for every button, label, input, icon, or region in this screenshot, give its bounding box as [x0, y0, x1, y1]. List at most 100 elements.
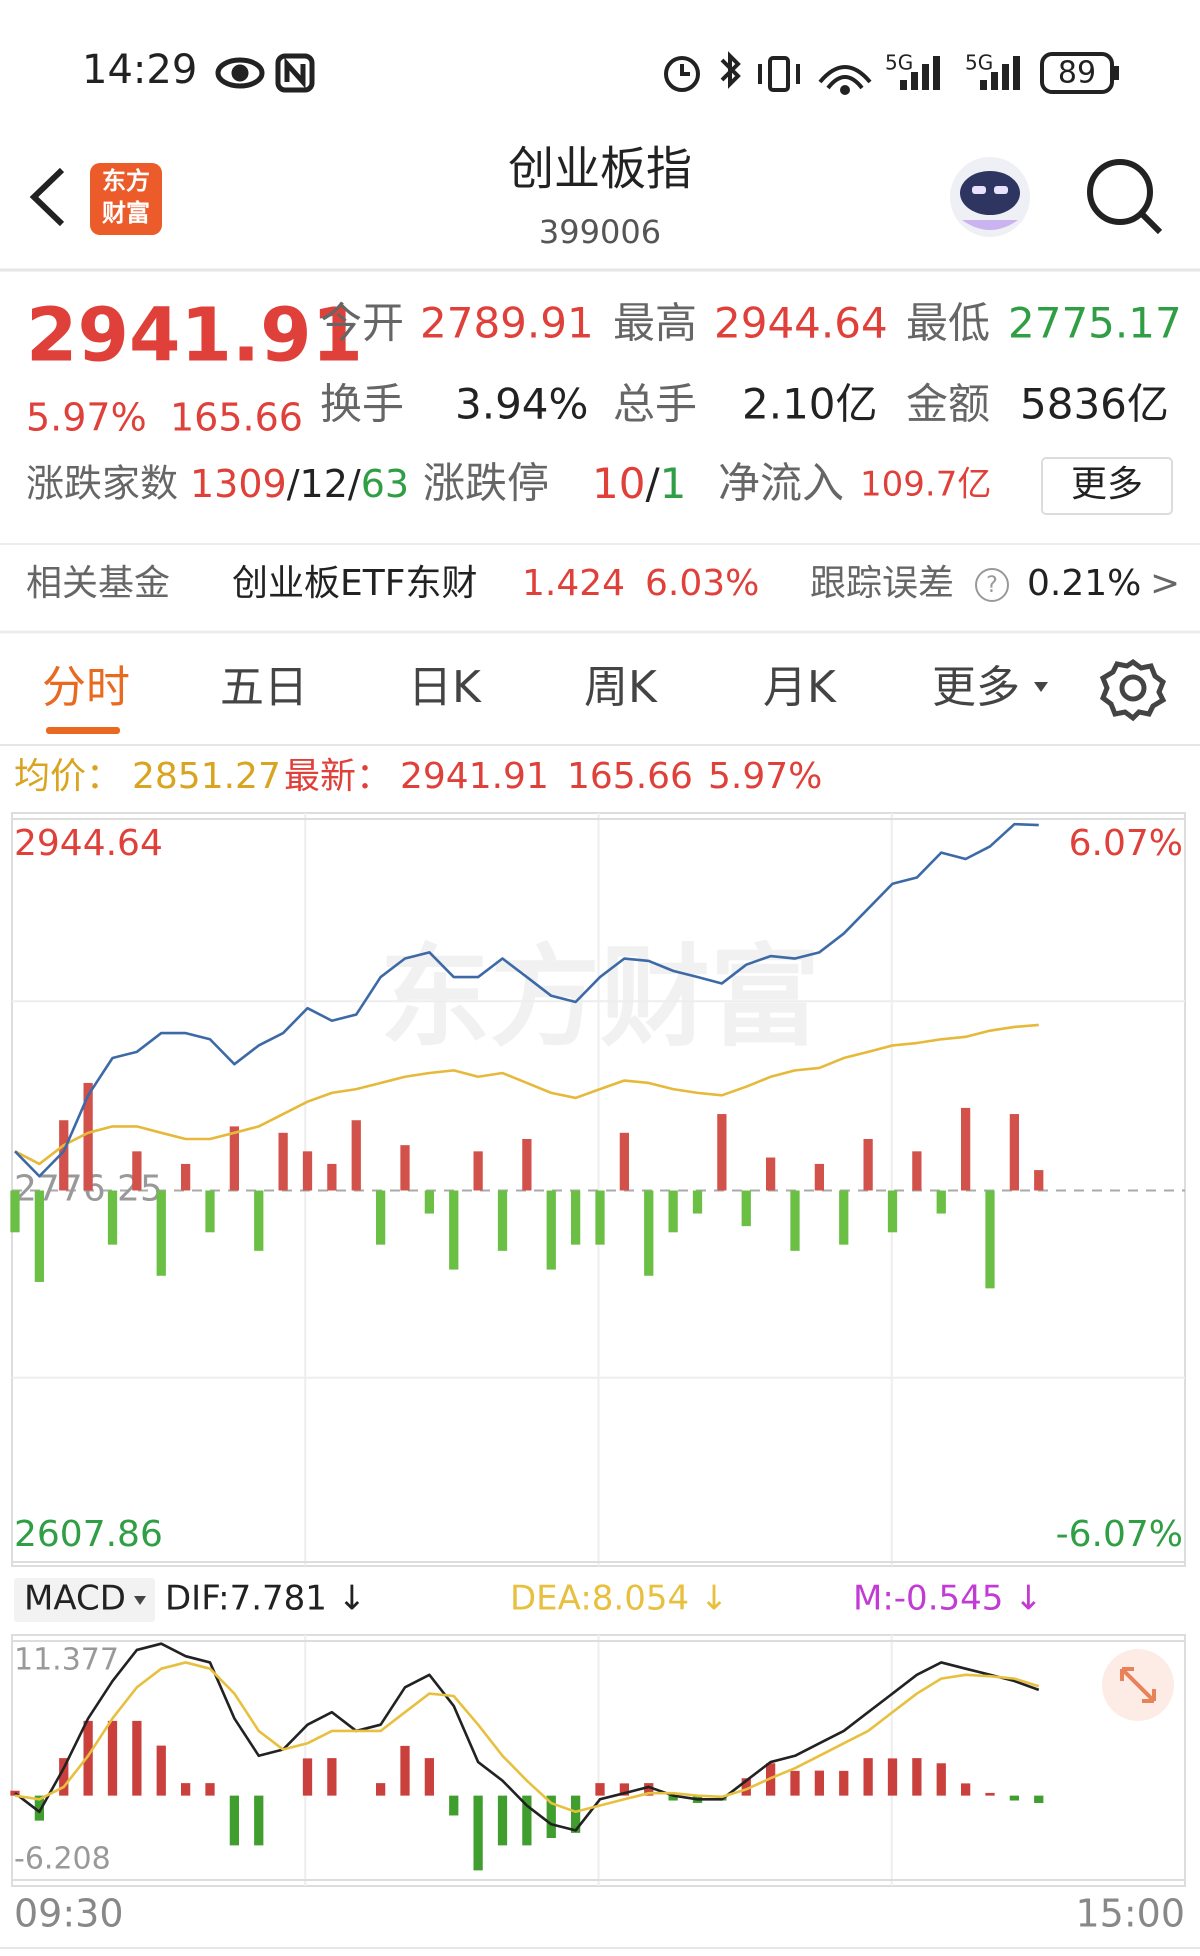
bar	[59, 1120, 69, 1191]
stat-label: 总手	[613, 380, 697, 429]
bar	[302, 1151, 313, 1191]
bar	[863, 1138, 873, 1191]
tab[interactable]: 更多	[932, 662, 1020, 713]
help-icon-label: ?	[986, 573, 998, 598]
tab[interactable]: 周K	[584, 662, 658, 713]
logo-text: 东方	[102, 167, 150, 195]
bar	[10, 1790, 20, 1796]
bar	[254, 1795, 264, 1846]
stat-value: 5836亿	[1020, 380, 1169, 429]
more-button[interactable]	[1041, 457, 1173, 515]
tab[interactable]: 月K	[763, 662, 837, 713]
network-label: 5G	[885, 51, 913, 75]
bar	[668, 1190, 678, 1233]
tab-underline	[46, 727, 120, 734]
stat-label: 今开	[320, 299, 404, 348]
bar	[717, 1114, 727, 1191]
bar	[327, 1163, 337, 1191]
bar	[912, 1151, 922, 1191]
limit-down: 1	[660, 459, 687, 508]
bar	[107, 1720, 118, 1796]
bar	[546, 1190, 556, 1270]
line	[14, 822, 1039, 1178]
fund-name[interactable]: 创业板ETF东财	[232, 563, 477, 604]
y2-tick-label: 6.07%	[1069, 823, 1183, 864]
bar	[156, 1745, 166, 1796]
tab-active[interactable]: 分时	[42, 662, 130, 713]
bar	[790, 1770, 800, 1796]
bar	[936, 1190, 946, 1214]
bar	[424, 1758, 435, 1796]
last-change: 165.66	[567, 756, 693, 797]
status-time: 14:29	[82, 47, 197, 93]
stock-code: 399006	[539, 213, 661, 251]
indicator-selector[interactable]	[14, 1578, 155, 1622]
assistant-avatar[interactable]	[950, 157, 1030, 237]
bar	[254, 1190, 264, 1251]
last-label: 最新：	[284, 756, 392, 797]
bar	[839, 1190, 849, 1245]
bar	[83, 1082, 93, 1191]
bar	[278, 1132, 288, 1191]
bar	[522, 1795, 532, 1846]
bar	[912, 1758, 922, 1796]
app-logo[interactable]	[90, 163, 162, 235]
bar	[570, 1190, 581, 1245]
tab[interactable]: 日K	[408, 662, 482, 713]
bar	[1034, 1795, 1044, 1804]
separator: /	[348, 462, 361, 506]
tracking-error: 0.21%	[1027, 563, 1141, 604]
bar	[473, 1151, 483, 1191]
stat-label: 最高	[613, 299, 697, 348]
bar	[424, 1190, 435, 1214]
avg-label: 均价：	[14, 756, 122, 797]
bar	[887, 1758, 898, 1796]
fund-arrow[interactable]: >	[1150, 563, 1180, 604]
last-price: 2941.91	[26, 293, 363, 379]
bar	[375, 1190, 386, 1245]
bar	[229, 1795, 240, 1846]
back-button[interactable]	[29, 167, 65, 227]
breadth-up: 1309	[190, 462, 287, 506]
dropdown-caret	[134, 1596, 146, 1605]
bar	[107, 1190, 118, 1245]
bar	[765, 1157, 776, 1191]
watermark: 东方财富	[380, 933, 820, 1061]
line	[14, 1661, 1040, 1814]
tab[interactable]: 五日	[220, 662, 308, 713]
stat-value: 3.94%	[455, 380, 588, 429]
bar	[205, 1783, 215, 1796]
stat-value: 2.10亿	[742, 380, 878, 429]
line	[14, 1023, 1039, 1166]
fund-change: 6.03%	[645, 563, 759, 604]
bar	[59, 1758, 69, 1796]
search-button[interactable]	[1087, 159, 1163, 235]
dropdown-caret	[1034, 682, 1048, 692]
bar	[570, 1795, 581, 1833]
bar	[595, 1783, 605, 1796]
settings-button[interactable]	[1099, 658, 1167, 722]
bar	[1009, 1795, 1020, 1801]
bar	[863, 1758, 873, 1796]
bar	[985, 1792, 995, 1796]
bar	[936, 1763, 946, 1796]
stat-label: 最低	[906, 299, 990, 348]
breadth-label: 涨跌家数	[26, 462, 178, 506]
bar	[83, 1720, 93, 1796]
tracking-label: 跟踪误差	[810, 563, 954, 604]
expand-button[interactable]	[1102, 1649, 1174, 1721]
bar	[619, 1132, 630, 1191]
stat-value: 2775.17	[1008, 299, 1182, 348]
help-icon[interactable]	[975, 568, 1009, 602]
y-tick-label: 2607.86	[14, 1514, 163, 1555]
change-pct: 5.97%	[26, 396, 147, 440]
charts: 2944.642776.252607.866.07%-6.07%11.377-6…	[10, 812, 1186, 1887]
bar	[156, 1190, 166, 1276]
bar	[887, 1190, 898, 1233]
bar	[814, 1163, 825, 1191]
inflow-value: 109.7亿	[860, 465, 991, 505]
bar	[180, 1163, 191, 1191]
bar	[644, 1783, 654, 1796]
stat-label: 金额	[906, 380, 990, 429]
